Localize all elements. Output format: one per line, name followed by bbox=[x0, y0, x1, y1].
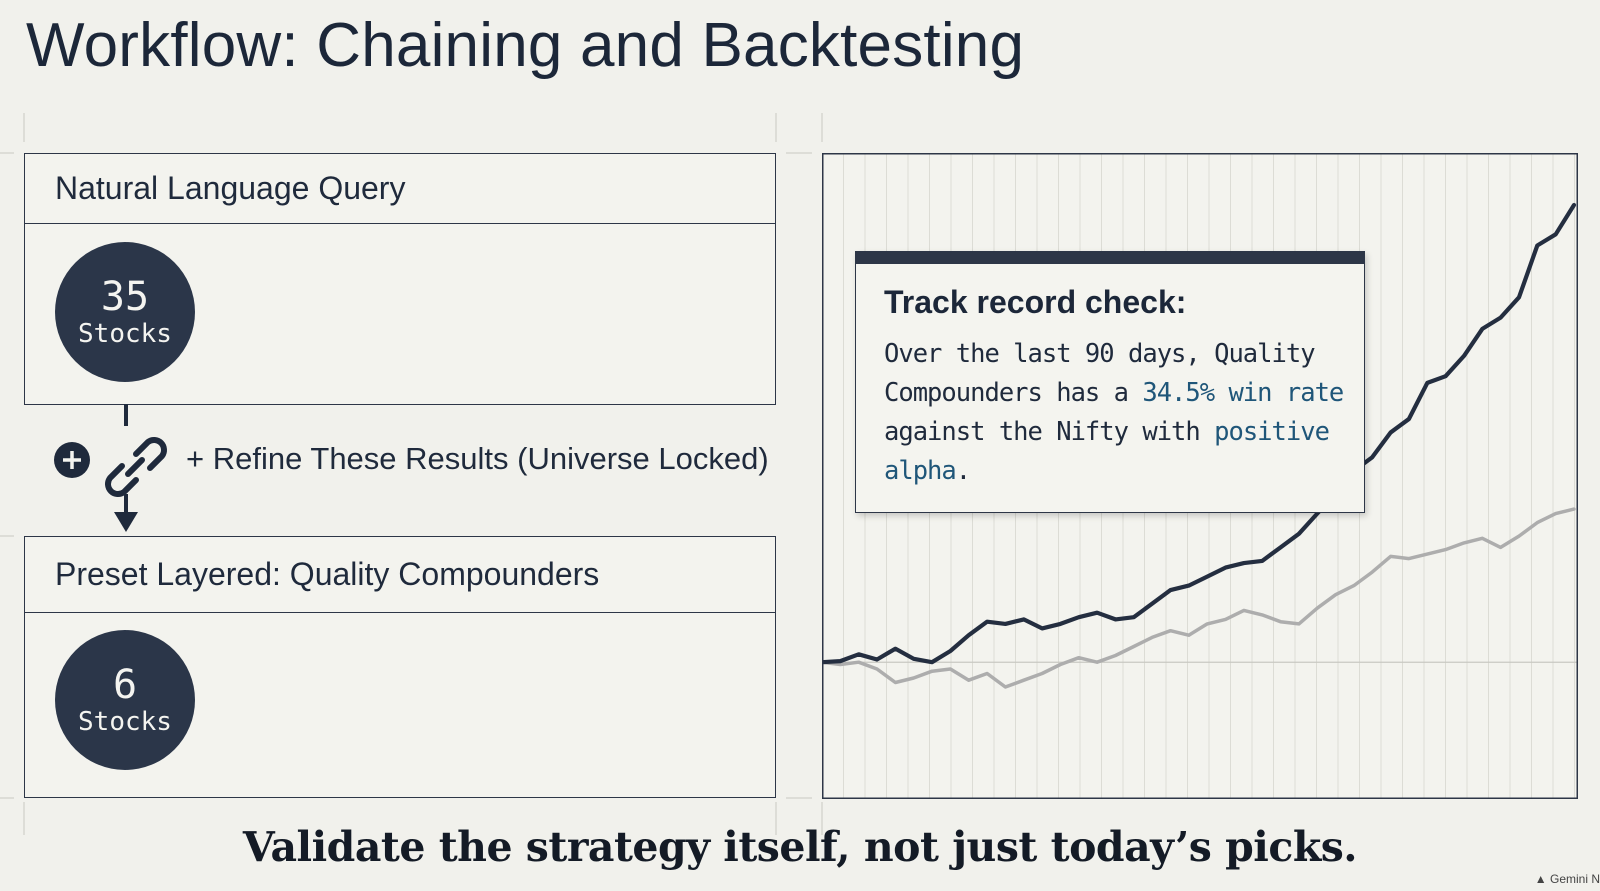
preset-panel-header: Preset Layered: Quality Compounders bbox=[25, 537, 775, 613]
track-record-callout: Track record check: Over the last 90 day… bbox=[855, 251, 1365, 513]
callout-title: Track record check: bbox=[884, 284, 1187, 320]
preset-panel: Preset Layered: Quality Compounders 6 St… bbox=[24, 536, 776, 798]
sparkle-icon: ▲ bbox=[1534, 872, 1550, 886]
arrow-down-icon bbox=[114, 494, 138, 532]
link-chain-icon bbox=[105, 437, 167, 497]
watermark-text: Gemini N bbox=[1549, 872, 1600, 886]
callout-text-1: Over the last 90 days, Quality Compounde… bbox=[884, 339, 1316, 408]
plus-circle-icon[interactable] bbox=[54, 442, 90, 478]
page-title: Workflow: Chaining and Backtesting bbox=[26, 11, 1025, 80]
callout-body: Over the last 90 days, Quality Compounde… bbox=[884, 335, 1344, 491]
preset-count-badge: 6 Stocks bbox=[55, 630, 195, 770]
benchmark-series-line bbox=[822, 507, 1576, 689]
tagline: Validate the strategy itself, not just t… bbox=[242, 823, 1358, 871]
watermark: ▲ Gemini N bbox=[1535, 872, 1600, 886]
refine-connector bbox=[54, 404, 167, 532]
preset-count-unit: Stocks bbox=[78, 707, 172, 737]
query-count-number: 35 bbox=[100, 274, 150, 320]
query-panel-header: Natural Language Query bbox=[25, 154, 775, 224]
callout-text-3: . bbox=[955, 456, 971, 486]
chart-frame bbox=[822, 153, 1578, 799]
callout-text-2: against the Nifty with bbox=[884, 417, 1215, 447]
alpha-highlight: positive alpha bbox=[884, 417, 1330, 486]
query-count-badge: 35 Stocks bbox=[55, 242, 195, 382]
query-count-unit: Stocks bbox=[78, 319, 172, 349]
query-panel: Natural Language Query 35 Stocks bbox=[24, 153, 776, 405]
refine-results-label[interactable]: + Refine These Results (Universe Locked) bbox=[186, 441, 769, 476]
preset-count-number: 6 bbox=[112, 662, 138, 708]
win-rate-highlight: 34.5% win rate bbox=[1142, 378, 1344, 408]
strategy-series-line bbox=[822, 202, 1577, 665]
